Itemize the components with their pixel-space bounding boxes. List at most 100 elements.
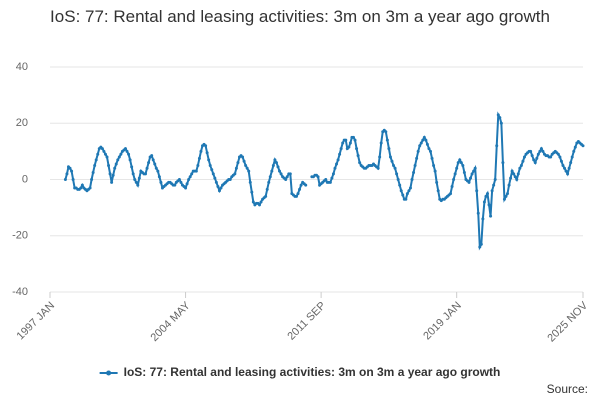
x-tick-label: 2004 MAY [148,299,193,344]
point [328,180,332,184]
point [482,200,486,204]
point [324,178,328,181]
point [90,178,94,181]
point [147,161,151,165]
point [137,176,141,180]
point [207,158,211,162]
point [392,163,396,167]
point [458,158,462,162]
point [119,152,123,156]
point [388,155,392,159]
point [532,158,536,162]
point [424,138,428,142]
point [521,159,525,163]
point [549,155,553,159]
point [204,144,208,148]
point [449,192,453,196]
point [387,147,391,151]
point [519,163,523,167]
point [473,166,477,170]
point [258,203,262,207]
point [294,194,298,198]
point [513,175,517,179]
point [102,149,106,153]
point [570,155,574,159]
point [273,158,277,162]
point [144,172,148,176]
point [450,185,454,189]
point [179,180,183,184]
point [111,173,115,177]
point [461,163,465,167]
point [533,161,537,165]
point [274,161,278,165]
point [304,183,308,187]
point [91,170,95,174]
point [401,193,405,197]
point [566,172,570,176]
point [211,172,215,176]
point [214,180,218,184]
point [151,158,155,162]
point [338,152,342,156]
point [556,152,560,156]
point [333,166,337,170]
point [248,180,252,184]
point [529,149,533,153]
point [399,189,403,193]
point [271,163,275,167]
point [467,180,471,184]
point [96,152,100,156]
point [268,175,272,179]
point [428,149,432,153]
point [130,165,134,169]
point [353,138,357,142]
point [356,154,360,158]
point [355,147,359,151]
point [405,192,409,196]
point [512,172,516,176]
point [199,149,203,153]
point [177,178,181,181]
point [581,144,585,148]
point [65,172,69,176]
point [572,149,576,153]
point [432,163,436,167]
point [127,152,131,156]
point [478,245,482,249]
y-tick-label: 0 [22,173,28,185]
point [107,163,111,167]
point [430,156,434,160]
point [348,141,352,145]
point [351,135,355,139]
point [276,165,280,169]
point [475,189,479,193]
point [247,169,251,173]
point [217,189,221,193]
point [136,183,140,187]
point [63,178,67,181]
point [236,161,240,165]
point [490,189,494,193]
point [278,169,282,173]
point [150,154,154,158]
point [469,176,473,180]
point [288,172,292,176]
point [284,178,288,181]
point [80,183,84,187]
legend-label: IoS: 77: Rental and leasing activities: … [124,365,501,379]
point [344,138,348,142]
point [335,162,339,166]
point [569,161,573,165]
point [205,151,209,155]
point [489,214,493,218]
point [459,161,463,165]
chart-title: IoS: 77: Rental and leasing activities: … [50,7,550,26]
point [452,178,456,181]
point [433,169,437,173]
point [501,161,505,165]
point [530,154,534,158]
point [499,121,503,125]
point [190,172,194,176]
